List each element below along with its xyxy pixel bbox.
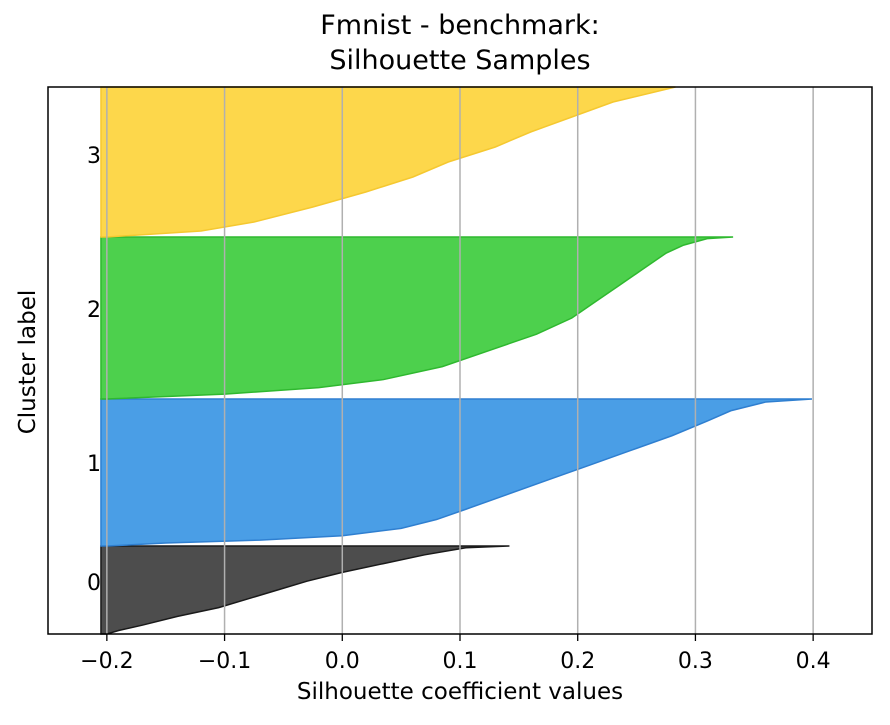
x-axis-ticks: −0.2 −0.1 0.0 0.1 0.2 0.3 0.4 (80, 634, 831, 674)
cluster-1-silhouette-fill (100, 398, 813, 547)
x-tick-label: −0.1 (198, 649, 251, 674)
x-gridlines (106, 87, 814, 634)
x-tick-label: 0.3 (678, 649, 713, 674)
cluster-2-silhouette-fill (100, 236, 734, 400)
plot-area (100, 86, 813, 635)
cluster-label-1: 1 (87, 452, 101, 477)
axes-frame (47, 86, 873, 635)
chart-title-line-1: Fmnist - benchmark: (320, 10, 600, 41)
cluster-0-silhouette-fill (100, 545, 510, 635)
x-tick-label: 0.1 (443, 649, 478, 674)
x-tick-label: −0.2 (80, 649, 133, 674)
cluster-label-0: 0 (87, 571, 101, 596)
x-tick-label: 0.4 (796, 649, 831, 674)
x-tick-label: 0.0 (325, 649, 360, 674)
y-axis-label: Cluster label (15, 289, 41, 435)
chart-title-line-2: Silhouette Samples (329, 45, 591, 76)
cluster-label-2: 2 (87, 298, 101, 323)
x-tick-label: 0.2 (560, 649, 595, 674)
cluster-label-3: 3 (87, 144, 101, 169)
x-axis-label: Silhouette coefficient values (296, 679, 624, 705)
cluster-labels: 0 1 2 3 (87, 144, 101, 596)
cluster-3-silhouette-fill (100, 86, 676, 238)
